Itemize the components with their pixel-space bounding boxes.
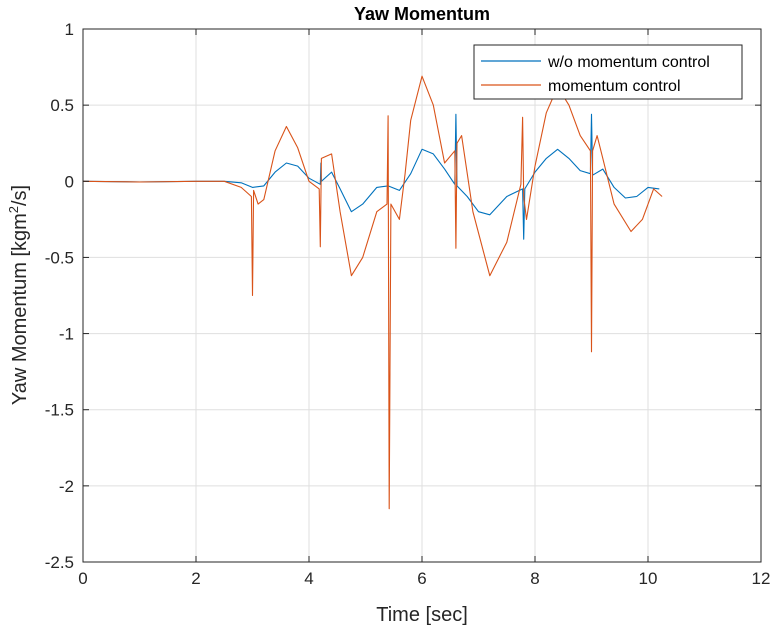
legend-box (473, 44, 743, 100)
x-ticks: 0 2 4 6 8 10 12 (78, 29, 770, 588)
x-tick-label: 8 (530, 569, 539, 588)
y-tick-label: 0.5 (50, 96, 74, 115)
y-tick-label: 1 (65, 20, 74, 39)
x-tick-label: 6 (417, 569, 426, 588)
y-tick-label: -2.5 (45, 553, 74, 572)
x-tick-label: 0 (78, 569, 87, 588)
y-tick-label: -2 (59, 477, 74, 496)
x-tick-label: 10 (639, 569, 658, 588)
x-axis-title: Time [sec] (376, 604, 468, 626)
y-axis-title-end: /s] (9, 185, 31, 206)
grid-lines (83, 29, 761, 562)
legend: w/o momentum control momentum control (473, 44, 743, 100)
x-tick-label: 2 (191, 569, 200, 588)
y-tick-label: -1 (59, 325, 74, 344)
y-tick-label: -0.5 (45, 248, 74, 267)
series-line-momentum-control (82, 75, 663, 510)
series-lines (82, 75, 663, 510)
legend-label-momentum-control: momentum control (548, 78, 681, 95)
x-tick-label: 12 (752, 569, 771, 588)
y-tick-label: -1.5 (45, 401, 74, 420)
y-tick-label: 0 (65, 172, 74, 191)
plot-area: 0 2 4 6 8 10 12 1 0.5 0 -0.5 -1 -1.5 -2 -2.5 (45, 20, 771, 588)
y-axis-title-main: Yaw Momentum [kgm (9, 213, 31, 405)
y-axis-title: Yaw Momentum [kgm2/s] (6, 185, 31, 405)
chart-title: Yaw Momentum (354, 4, 490, 24)
legend-label-w-o-momentum-control: w/o momentum control (547, 54, 710, 71)
x-tick-label: 4 (304, 569, 313, 588)
y-axis-title-superscript: 2 (6, 206, 21, 213)
y-ticks: 1 0.5 0 -0.5 -1 -1.5 -2 -2.5 (45, 20, 761, 572)
